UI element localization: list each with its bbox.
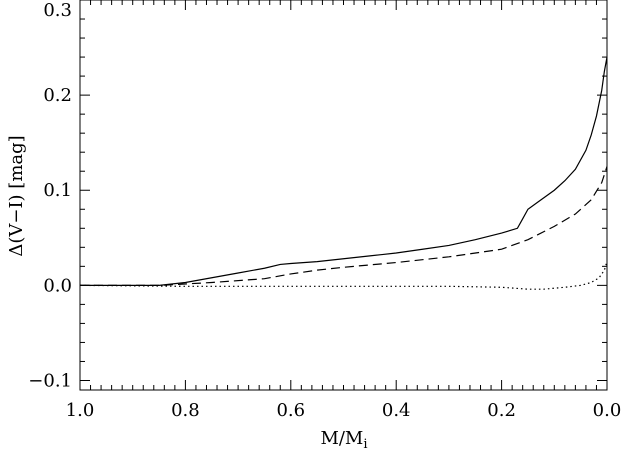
x-tick-label: 0.2: [487, 400, 516, 421]
series-line-dashed: [80, 166, 608, 286]
x-tick-label: 0.6: [276, 400, 305, 421]
y-axis-label: Δ(V−I) [mag]: [6, 135, 27, 256]
y-tick-label: 0.3: [43, 0, 72, 21]
y-tick-label: −0.1: [28, 370, 72, 391]
series-group: [79, 56, 608, 290]
x-tick-label: 1.0: [66, 400, 95, 421]
axis-ticks: [79, 0, 608, 390]
y-tick-label: 0.2: [43, 85, 72, 106]
x-tick-label: 0.0: [593, 400, 622, 421]
x-tick-label: 0.8: [171, 400, 200, 421]
x-axis-label: M/Mi: [320, 428, 367, 451]
y-tick-label: 0.1: [43, 180, 72, 201]
y-tick-label: 0.0: [43, 275, 72, 296]
series-line-dotted: [79, 261, 608, 290]
plot-frame: [79, 0, 608, 391]
x-tick-label: 0.4: [382, 400, 411, 421]
series-line-solid: [80, 56, 608, 286]
tick-labels: 1.0 0.8 0.6 0.4 0.2 0.0 −0.1 0.0 0.1 0.2 0.3: [28, 0, 621, 421]
